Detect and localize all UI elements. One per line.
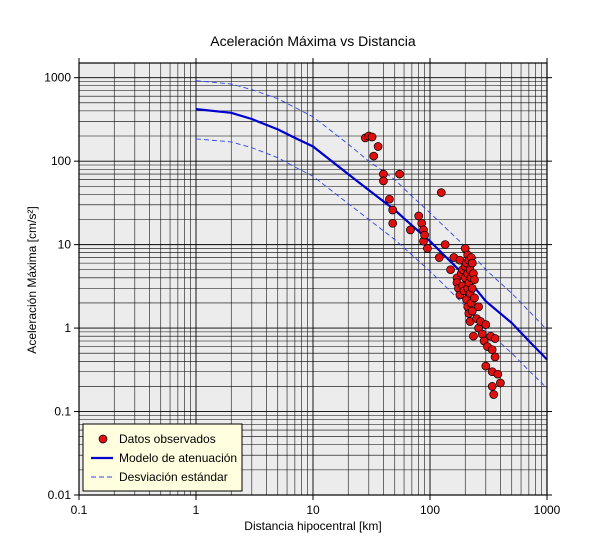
- data-point: [434, 253, 444, 262]
- data-point: [467, 283, 477, 293]
- data-point: [388, 205, 398, 215]
- legend: Datos observados Modelo de atenuación Desv…: [82, 423, 243, 492]
- y-axis-label: Aceleración Máxima [cm/s²]: [25, 206, 39, 353]
- data-point: [489, 390, 499, 399]
- x-axis-label: Distancia hipocentral [km]: [244, 519, 381, 533]
- x-tick-label: 100: [420, 503, 440, 517]
- data-point: [467, 258, 477, 268]
- chart-title: Aceleración Máxima vs Distancia: [210, 33, 416, 49]
- x-tick-label: 1000: [534, 503, 561, 517]
- data-point: [474, 302, 483, 312]
- data-point: [470, 275, 479, 285]
- series-layer: [195, 80, 548, 399]
- data-point: [414, 211, 424, 221]
- data-point: [379, 176, 388, 186]
- data-point: [487, 345, 497, 355]
- data-point: [469, 331, 478, 341]
- y-tick-label: 0.1: [54, 405, 71, 419]
- data-point: [388, 218, 398, 228]
- data-point: [367, 132, 377, 142]
- data-point: [496, 378, 505, 388]
- legend-label: Modelo de atenuación: [119, 451, 237, 465]
- data-point: [369, 151, 379, 161]
- data-point: [490, 334, 500, 343]
- grid: [79, 63, 547, 495]
- legend-marker-icon: [98, 434, 108, 444]
- data-point: [481, 320, 491, 329]
- y-tick-label: 100: [51, 154, 71, 168]
- data-point: [395, 169, 404, 179]
- data-point: [470, 293, 479, 303]
- std-dev-line: [195, 138, 548, 389]
- model-line: [195, 108, 548, 361]
- legend-label: Desviación estándar: [119, 470, 228, 484]
- data-point: [493, 369, 503, 379]
- x-tick-label: 0.1: [71, 503, 88, 517]
- data-point: [487, 382, 497, 391]
- y-tick-label: 10: [58, 238, 72, 252]
- data-point: [385, 194, 394, 204]
- data-point: [467, 306, 477, 316]
- data-point: [440, 240, 450, 249]
- y-tick-label: 1000: [44, 71, 71, 85]
- data-point: [490, 352, 500, 362]
- x-tick-label: 1: [193, 503, 200, 517]
- y-tick-label: 0.01: [48, 488, 72, 502]
- data-point: [436, 188, 446, 197]
- data-point: [373, 142, 383, 151]
- x-tick-label: 10: [306, 503, 320, 517]
- data-point: [423, 244, 432, 253]
- data-point: [420, 230, 429, 240]
- legend-label: Datos observados: [119, 432, 216, 446]
- data-point: [481, 361, 491, 371]
- y-tick-label: 1: [64, 321, 71, 335]
- data-point: [406, 225, 415, 235]
- data-point: [446, 265, 455, 275]
